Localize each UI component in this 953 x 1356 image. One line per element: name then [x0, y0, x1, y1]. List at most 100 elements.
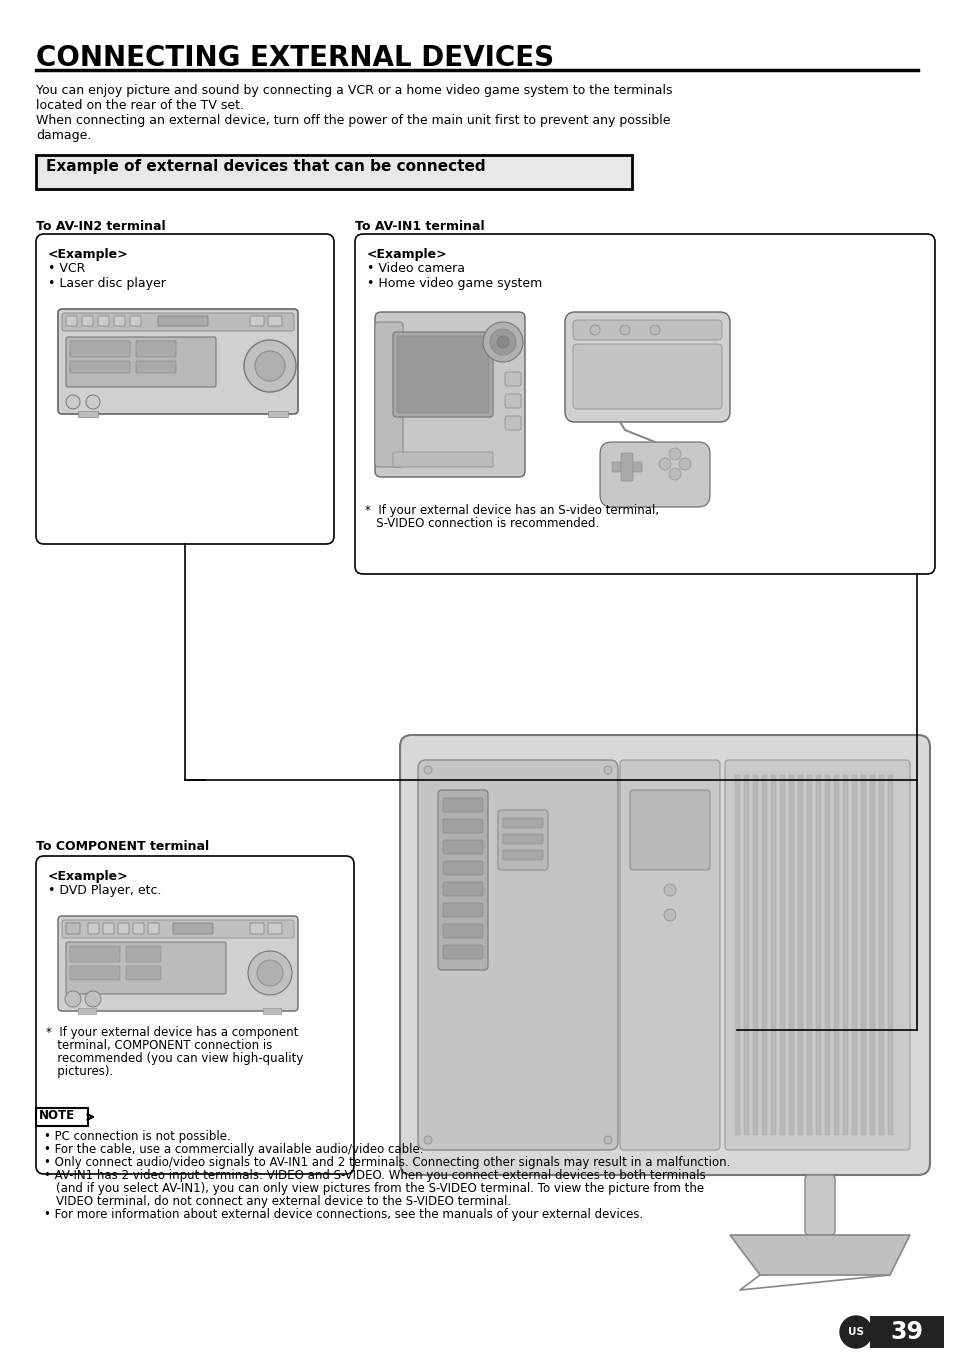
- Circle shape: [668, 468, 680, 480]
- Bar: [752, 776, 758, 1135]
- Circle shape: [423, 766, 432, 774]
- Text: • PC connection is not possible.: • PC connection is not possible.: [44, 1130, 231, 1143]
- FancyBboxPatch shape: [126, 946, 161, 961]
- FancyBboxPatch shape: [250, 923, 264, 934]
- Text: • Only connect audio/video signals to AV-IN1 and 2 terminals. Connecting other s: • Only connect audio/video signals to AV…: [44, 1157, 730, 1169]
- FancyBboxPatch shape: [172, 923, 213, 934]
- Bar: [842, 776, 847, 1135]
- Bar: [824, 776, 829, 1135]
- Text: terminal, COMPONENT connection is: terminal, COMPONENT connection is: [46, 1039, 273, 1052]
- FancyBboxPatch shape: [442, 797, 482, 812]
- FancyBboxPatch shape: [355, 235, 934, 574]
- Text: recommended (you can view high-quality: recommended (you can view high-quality: [46, 1052, 303, 1064]
- FancyBboxPatch shape: [132, 923, 144, 934]
- Bar: [887, 776, 892, 1135]
- Text: You can enjoy picture and sound by connecting a VCR or a home video game system : You can enjoy picture and sound by conne…: [36, 84, 672, 98]
- FancyBboxPatch shape: [724, 759, 909, 1150]
- Circle shape: [679, 458, 690, 471]
- Text: • Home video game system: • Home video game system: [367, 277, 541, 290]
- Text: To COMPONENT terminal: To COMPONENT terminal: [36, 839, 209, 853]
- FancyBboxPatch shape: [502, 818, 542, 829]
- Circle shape: [65, 991, 81, 1008]
- FancyBboxPatch shape: [442, 903, 482, 917]
- Text: pictures).: pictures).: [46, 1064, 113, 1078]
- Text: <Example>: <Example>: [48, 871, 129, 883]
- Circle shape: [840, 1317, 871, 1348]
- Text: *  If your external device has an S-video terminal,: * If your external device has an S-video…: [365, 504, 659, 517]
- FancyBboxPatch shape: [393, 332, 493, 418]
- Text: damage.: damage.: [36, 129, 91, 142]
- FancyBboxPatch shape: [62, 919, 294, 938]
- FancyBboxPatch shape: [98, 316, 109, 325]
- Polygon shape: [729, 1235, 909, 1275]
- FancyBboxPatch shape: [136, 340, 175, 357]
- Text: (and if you select AV-IN1), you can only view pictures from the S-VIDEO terminal: (and if you select AV-IN1), you can only…: [56, 1182, 703, 1195]
- Bar: [851, 776, 856, 1135]
- Text: *  If your external device has a component: * If your external device has a componen…: [46, 1026, 298, 1039]
- FancyBboxPatch shape: [442, 945, 482, 959]
- Bar: [770, 776, 775, 1135]
- Text: • Laser disc player: • Laser disc player: [48, 277, 166, 290]
- Text: VIDEO terminal, do not connect any external device to the S-VIDEO terminal.: VIDEO terminal, do not connect any exter…: [56, 1195, 511, 1208]
- Circle shape: [603, 1136, 612, 1144]
- FancyBboxPatch shape: [599, 442, 709, 507]
- FancyBboxPatch shape: [497, 810, 547, 871]
- Bar: [78, 411, 98, 418]
- FancyBboxPatch shape: [442, 819, 482, 833]
- FancyBboxPatch shape: [70, 965, 120, 980]
- Bar: [815, 776, 821, 1135]
- FancyBboxPatch shape: [573, 320, 721, 340]
- FancyBboxPatch shape: [70, 340, 130, 357]
- FancyBboxPatch shape: [629, 791, 709, 871]
- Circle shape: [663, 909, 676, 921]
- Bar: [833, 776, 838, 1135]
- Bar: [797, 776, 802, 1135]
- Circle shape: [244, 340, 295, 392]
- Bar: [788, 776, 793, 1135]
- Circle shape: [248, 951, 292, 995]
- FancyBboxPatch shape: [113, 316, 125, 325]
- FancyBboxPatch shape: [619, 759, 720, 1150]
- FancyBboxPatch shape: [36, 235, 334, 544]
- Circle shape: [649, 325, 659, 335]
- Circle shape: [663, 884, 676, 896]
- Bar: [268, 411, 288, 418]
- Circle shape: [490, 330, 516, 355]
- Text: • AV-IN1 has 2 video input terminals: VIDEO and S-VIDEO. When you connect extern: • AV-IN1 has 2 video input terminals: VI…: [44, 1169, 705, 1182]
- Circle shape: [254, 351, 285, 381]
- Text: <Example>: <Example>: [48, 248, 129, 260]
- FancyBboxPatch shape: [136, 361, 175, 373]
- Circle shape: [482, 321, 522, 362]
- Bar: [861, 776, 865, 1135]
- Bar: [263, 1008, 281, 1014]
- Bar: [869, 776, 874, 1135]
- FancyBboxPatch shape: [502, 834, 542, 843]
- FancyBboxPatch shape: [396, 336, 489, 414]
- FancyBboxPatch shape: [268, 923, 282, 934]
- Text: NOTE: NOTE: [39, 1109, 75, 1121]
- FancyBboxPatch shape: [504, 372, 520, 386]
- FancyBboxPatch shape: [88, 923, 99, 934]
- FancyBboxPatch shape: [58, 309, 297, 414]
- Bar: [36, 155, 631, 188]
- FancyBboxPatch shape: [250, 316, 264, 325]
- Text: Example of external devices that can be connected: Example of external devices that can be …: [46, 159, 485, 174]
- Circle shape: [86, 395, 100, 410]
- Circle shape: [603, 766, 612, 774]
- FancyBboxPatch shape: [564, 312, 729, 422]
- FancyBboxPatch shape: [103, 923, 113, 934]
- Circle shape: [66, 395, 80, 410]
- FancyBboxPatch shape: [70, 361, 130, 373]
- FancyBboxPatch shape: [130, 316, 141, 325]
- Circle shape: [589, 325, 599, 335]
- Circle shape: [423, 1136, 432, 1144]
- Bar: [734, 776, 740, 1135]
- FancyBboxPatch shape: [393, 452, 493, 466]
- FancyBboxPatch shape: [268, 316, 282, 325]
- Circle shape: [659, 458, 670, 471]
- Text: 39: 39: [889, 1319, 923, 1344]
- FancyBboxPatch shape: [82, 316, 92, 325]
- Text: To AV-IN1 terminal: To AV-IN1 terminal: [355, 220, 484, 233]
- FancyBboxPatch shape: [504, 395, 520, 408]
- FancyBboxPatch shape: [502, 850, 542, 860]
